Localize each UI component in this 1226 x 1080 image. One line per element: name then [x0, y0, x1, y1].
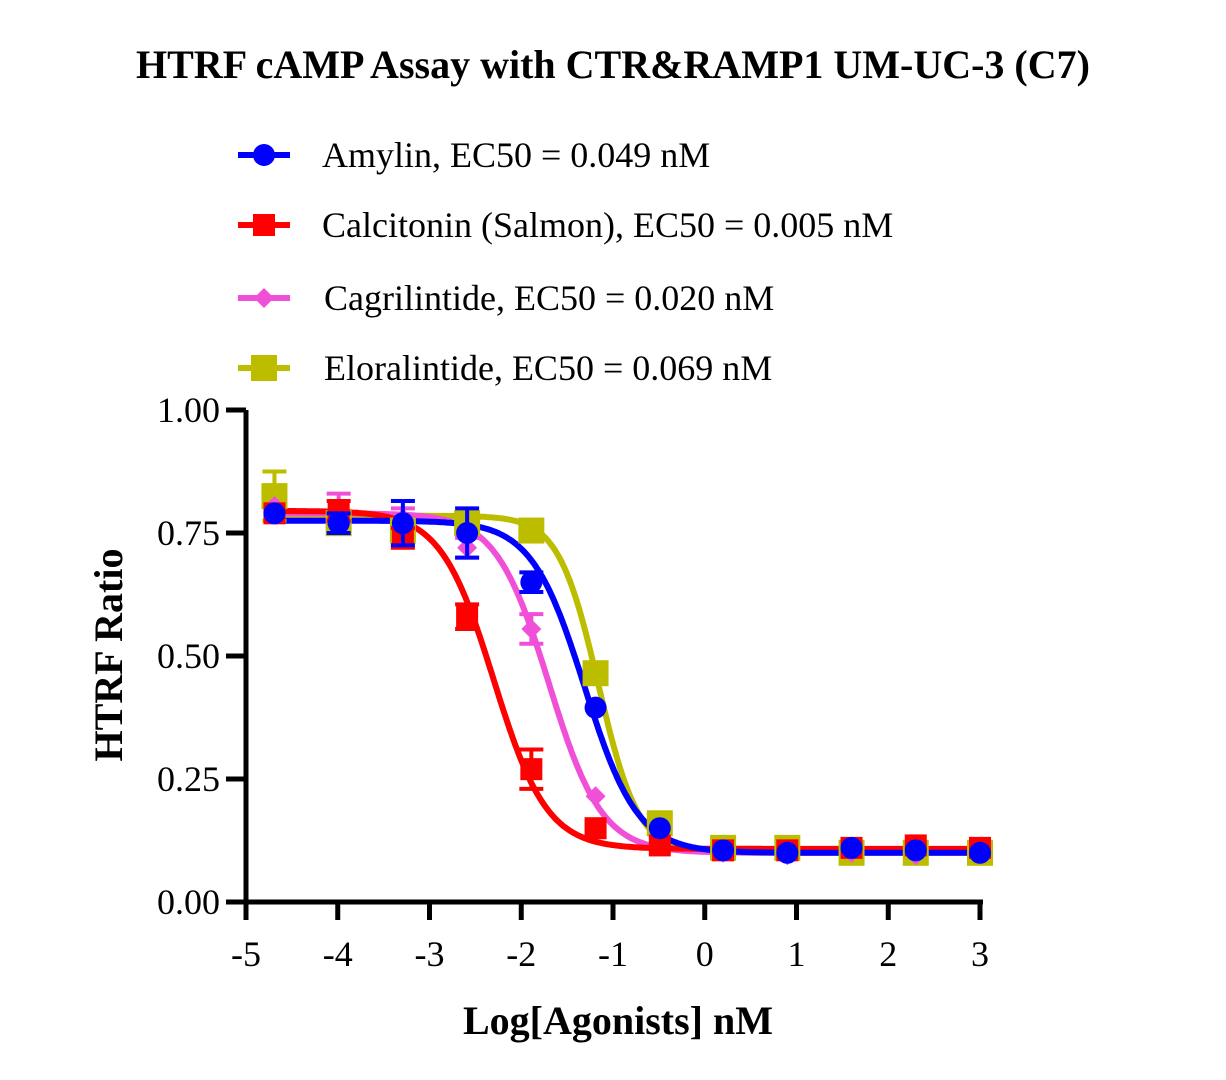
legend-label: Calcitonin (Salmon), EC50 = 0.005 nM — [322, 205, 893, 245]
fit-curves — [274, 507, 980, 856]
legend-item: Amylin, EC50 = 0.049 nM — [238, 135, 710, 175]
data-point — [456, 522, 479, 544]
data-point — [584, 817, 607, 840]
legend-marker — [253, 214, 275, 236]
data-points — [261, 469, 993, 866]
data-point — [521, 618, 542, 639]
legend: Amylin, EC50 = 0.049 nM Calcitonin (Salmo… — [238, 135, 893, 388]
legend-item: Eloralintide, EC50 = 0.069 nM — [238, 348, 772, 388]
data-point — [263, 502, 286, 525]
data-point — [518, 517, 545, 544]
x-tick-label: 1 — [788, 934, 806, 974]
y-tick-label: 0.00 — [157, 882, 220, 922]
legend-item: Cagrilintide, EC50 = 0.020 nM — [238, 278, 774, 318]
y-tick-label: 0.75 — [157, 513, 220, 553]
data-point — [327, 512, 350, 535]
legend-marker — [254, 288, 274, 308]
legend-item: Calcitonin (Salmon), EC50 = 0.005 nM — [238, 205, 893, 245]
y-tick-label: 0.25 — [157, 759, 220, 799]
axes: -5 -4 -3 -2 -1 0 1 2 3 0.00 0.25 0.50 0.75 1.00 — [157, 390, 989, 974]
x-tick-label: -3 — [415, 934, 445, 974]
x-tick-label: 2 — [879, 934, 897, 974]
data-point — [648, 834, 671, 857]
chart-title: HTRF cAMP Assay with CTR&RAMP1 UM-UC-3 (… — [136, 42, 1090, 87]
fit-curve — [274, 517, 980, 856]
x-tick-label: 0 — [696, 934, 714, 974]
data-point — [584, 696, 607, 719]
legend-label: Eloralintide, EC50 = 0.069 nM — [324, 348, 772, 388]
data-point — [456, 605, 479, 628]
legend-marker — [253, 144, 275, 166]
y-axis-label: HTRF Ratio — [86, 549, 131, 762]
data-point — [969, 841, 991, 864]
data-point — [648, 817, 671, 840]
data-point — [582, 660, 609, 687]
data-point — [776, 841, 799, 864]
data-point — [585, 786, 606, 807]
legend-label: Amylin, EC50 = 0.049 nM — [322, 135, 710, 175]
data-point — [391, 512, 414, 535]
x-axis-label: Log[Agonists] nM — [463, 998, 773, 1043]
x-tick-label: 3 — [971, 934, 989, 974]
legend-label: Cagrilintide, EC50 = 0.020 nM — [324, 278, 774, 318]
data-point — [840, 836, 863, 859]
legend-marker — [251, 355, 277, 381]
y-tick-label: 0.50 — [157, 636, 220, 676]
data-point — [520, 758, 543, 781]
x-tick-label: -4 — [323, 934, 353, 974]
x-tick-label: -1 — [598, 934, 628, 974]
data-point — [520, 571, 543, 594]
y-tick-label: 1.00 — [157, 390, 220, 430]
data-point — [904, 839, 927, 862]
x-tick-label: -5 — [231, 934, 261, 974]
x-tick-label: -2 — [506, 934, 536, 974]
data-point — [712, 839, 735, 862]
